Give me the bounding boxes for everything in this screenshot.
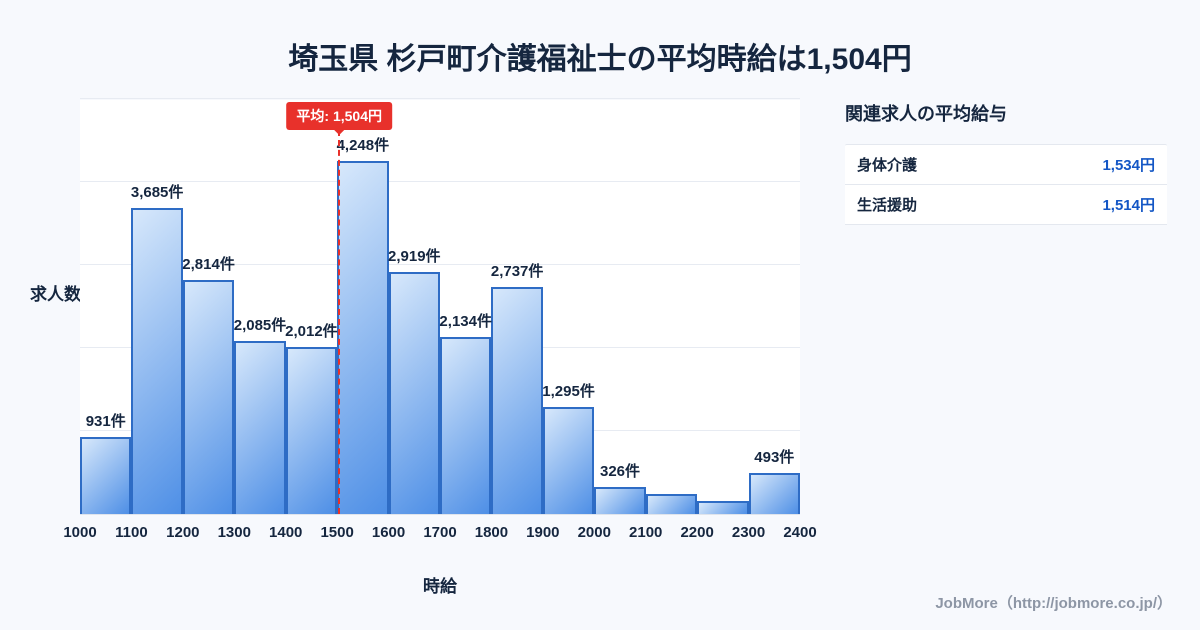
x-tick-label: 1300 <box>217 524 251 541</box>
y-axis-label: 求人数 <box>30 285 81 304</box>
x-axis-label: 時給 <box>423 577 457 596</box>
bar <box>388 271 440 514</box>
average-badge: 平均: 1,504円 <box>286 102 392 130</box>
wage-value: 1,534円 <box>1102 157 1155 174</box>
x-tick-label: 2400 <box>783 524 817 541</box>
bar-value-label: 2,012件 <box>285 323 338 341</box>
gridline <box>80 98 800 99</box>
bar <box>491 286 543 514</box>
x-tick-label: 1100 <box>115 524 148 541</box>
panel-title: 関連求人の平均給与 <box>845 104 1007 124</box>
bar-value-label: 2,919件 <box>388 247 441 265</box>
bar-value-label: 2,134件 <box>439 312 492 330</box>
x-tick-label: 1400 <box>269 524 303 541</box>
plot-area: 平均: 1,504円 931件 3,685件 2,814件 2,085件 2,012件 4… <box>80 98 800 515</box>
x-tick-label: 2000 <box>577 524 611 541</box>
job-type-label: 生活援助 <box>857 197 918 214</box>
x-tick-label: 1900 <box>526 524 560 541</box>
x-tick-label: 2100 <box>629 524 663 541</box>
page-title: 埼玉県 杉戸町介護福祉士の平均時給は1,504円 <box>288 43 912 76</box>
job-type-label: 身体介護 <box>857 157 918 174</box>
bar <box>440 336 492 514</box>
wage-value: 1,514円 <box>1102 197 1155 214</box>
bar-value-label: 1,295件 <box>542 382 595 400</box>
bar <box>697 500 749 514</box>
bar-value-label: 3,685件 <box>130 184 184 202</box>
bar <box>234 340 286 514</box>
bar-value-label: 2,085件 <box>233 316 287 334</box>
bar <box>748 473 800 514</box>
x-tick-label: 1600 <box>371 524 406 541</box>
bar <box>542 406 595 514</box>
related-salary-panel: 関連求人の平均給与 身体介護 1,534円 生活援助 1,514円 <box>845 100 1167 225</box>
footer-credit: JobMore（http://jobmore.co.jp/） <box>935 595 1172 612</box>
bar-value-label: 4,248件 <box>336 137 390 155</box>
bar <box>285 347 338 514</box>
table-row: 生活援助 1,514円 <box>845 185 1167 225</box>
x-tick-label: 1800 <box>474 524 509 541</box>
table-row: 身体介護 1,534円 <box>845 145 1167 185</box>
bar-value-label: 326件 <box>599 462 641 480</box>
bar-value-label: 2,814件 <box>182 256 235 274</box>
x-axis-ticks: 1000 1100 1200 1300 1400 1500 1600 1700 1800 1900… <box>63 524 816 544</box>
bar <box>594 486 646 514</box>
x-tick-label: 2200 <box>680 524 714 541</box>
x-tick-label: 1700 <box>423 524 457 541</box>
bar <box>337 161 389 514</box>
x-tick-label: 1200 <box>166 524 200 541</box>
bar <box>645 494 698 514</box>
x-tick-label: 2300 <box>731 524 766 541</box>
x-tick-label: 1500 <box>320 524 354 541</box>
bar <box>80 436 132 514</box>
average-line <box>338 130 341 514</box>
bar-value-label: 493件 <box>754 449 795 467</box>
gridline <box>80 264 800 265</box>
bar <box>131 208 183 514</box>
salary-table: 身体介護 1,534円 生活援助 1,514円 <box>845 144 1167 225</box>
gridline <box>80 181 800 182</box>
bar <box>182 280 235 514</box>
bar-value-label: 2,737件 <box>490 262 544 280</box>
bar-value-label: 931件 <box>85 412 126 430</box>
x-tick-label: 1000 <box>63 524 97 541</box>
